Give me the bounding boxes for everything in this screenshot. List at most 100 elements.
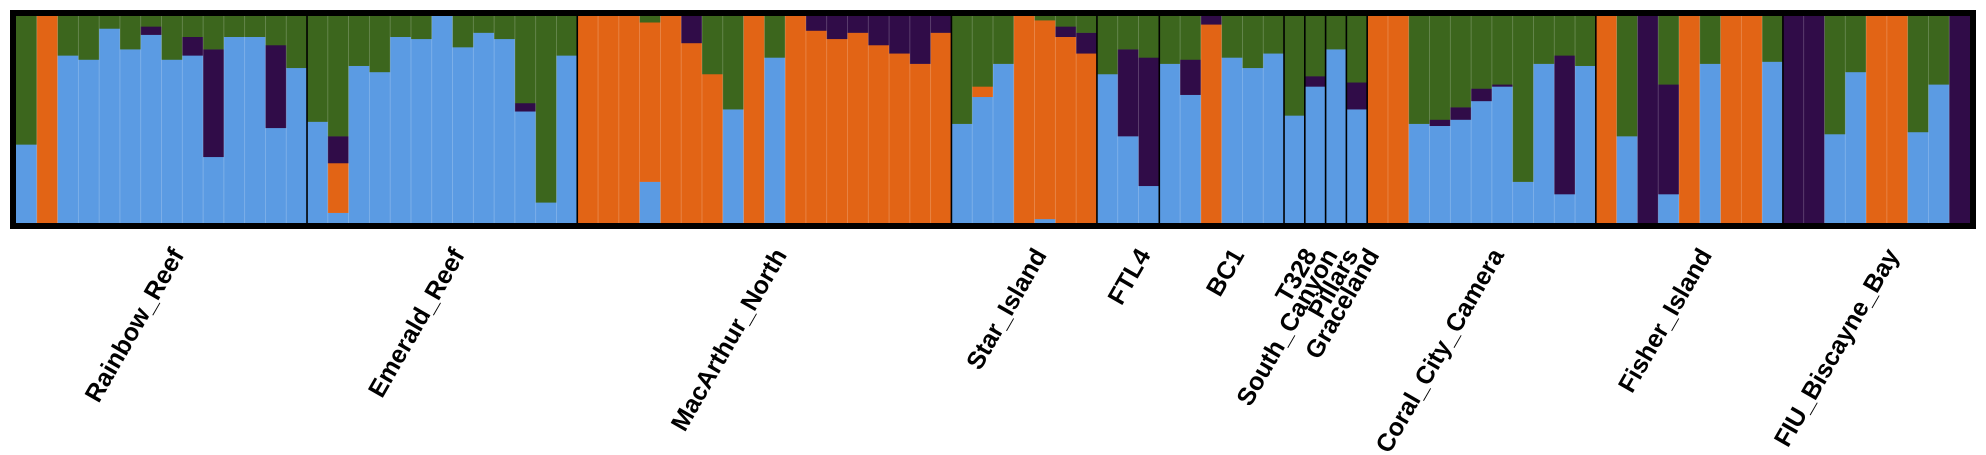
bar-segment-emerald_reef-1-cluster-1 <box>307 121 329 224</box>
bar-segment-fiu_biscayne_bay-2-cluster-3 <box>1803 16 1825 224</box>
bar-segment-bc1-4-cluster-1 <box>1221 57 1243 224</box>
bar-segment-fisher_island-9-cluster-1 <box>1762 61 1784 224</box>
population-separators <box>306 16 1784 223</box>
bar-segment-rainbow_reef-12-cluster-4 <box>244 16 266 37</box>
bar-segment-fisher_island-1-cluster-2 <box>1595 16 1617 224</box>
bar-segment-rainbow_reef-3-cluster-1 <box>57 55 79 224</box>
population-label-fisher_island: Fisher_Island <box>1613 244 1718 398</box>
bar-segment-star_island-6-cluster-4 <box>1055 16 1077 27</box>
bar-area <box>16 16 1971 224</box>
bar-segment-emerald_reef-13-cluster-1 <box>556 55 578 224</box>
bar-segment-macarthur_north-17-cluster-3 <box>909 16 931 64</box>
bar-segment-ftl4-3-cluster-1 <box>1138 185 1160 224</box>
bar-segment-ftl4-1-cluster-4 <box>1096 16 1119 75</box>
bar-segment-macarthur_north-1-cluster-2 <box>577 16 599 224</box>
bar-segment-coral_city_camera-10-cluster-4 <box>1554 16 1576 56</box>
bar-segment-star_island-1-cluster-4 <box>951 16 973 124</box>
bar-segment-rainbow_reef-5-cluster-1 <box>99 28 121 224</box>
bar-segment-graceland-1-cluster-4 <box>1346 16 1368 83</box>
bar-segment-coral_city_camera-11-cluster-4 <box>1575 16 1597 66</box>
bar-segment-macarthur_north-18-cluster-3 <box>930 16 952 33</box>
bar-segment-rainbow_reef-6-cluster-1 <box>119 49 142 224</box>
bar-segment-coral_city_camera-4-cluster-1 <box>1429 125 1451 224</box>
bar-segment-star_island-6-cluster-2 <box>1055 36 1077 224</box>
bar-segment-fiu_biscayne_bay-3-cluster-1 <box>1824 133 1846 224</box>
bar-segment-bc1-1-cluster-4 <box>1159 16 1181 64</box>
bar-segment-macarthur_north-13-cluster-2 <box>826 38 848 224</box>
bar-segment-macarthur_north-14-cluster-3 <box>847 16 869 33</box>
bar-segment-macarthur_north-12-cluster-2 <box>805 30 828 224</box>
bar-segment-fiu_biscayne_bay-4-cluster-4 <box>1845 16 1867 73</box>
bar-segment-rainbow_reef-1-cluster-4 <box>16 16 38 145</box>
bar-segment-rainbow_reef-7-cluster-1 <box>140 34 162 224</box>
bar-segment-star_island-1-cluster-1 <box>951 123 973 224</box>
bar-segment-ftl4-1-cluster-1 <box>1096 73 1119 224</box>
bar-segment-emerald_reef-12-cluster-1 <box>535 202 557 224</box>
bar-segment-ftl4-2-cluster-4 <box>1117 16 1139 50</box>
bar-segment-rainbow_reef-11-cluster-1 <box>223 36 246 224</box>
bar-segment-bc1-2-cluster-3 <box>1180 59 1202 95</box>
bar-segment-emerald_reef-5-cluster-4 <box>390 16 412 37</box>
bar-segment-rainbow_reef-13-cluster-3 <box>265 44 287 129</box>
bar-segment-ftl4-2-cluster-1 <box>1117 136 1139 224</box>
bar-segment-rainbow_reef-1-cluster-1 <box>16 144 38 224</box>
bar-segment-macarthur_north-8-cluster-4 <box>722 16 744 110</box>
bar-segment-coral_city_camera-4-cluster-3 <box>1429 119 1451 127</box>
bar-segment-rainbow_reef-11-cluster-4 <box>223 16 246 37</box>
bar-segment-graceland-1-cluster-1 <box>1346 109 1368 224</box>
bar-segment-fiu_biscayne_bay-7-cluster-1 <box>1907 131 1929 224</box>
bar-segment-emerald_reef-11-cluster-4 <box>514 16 537 104</box>
bar-segment-coral_city_camera-3-cluster-4 <box>1408 16 1430 124</box>
bar-segment-pillars-1-cluster-1 <box>1325 49 1347 224</box>
bar-segment-star_island-3-cluster-4 <box>993 16 1015 64</box>
bar-segment-star_island-2-cluster-4 <box>972 16 994 87</box>
plot-frame <box>10 10 1976 229</box>
bar-segment-fiu_biscayne_bay-1-cluster-3 <box>1782 16 1805 224</box>
bar-segment-rainbow_reef-9-cluster-1 <box>182 55 204 224</box>
bar-segment-ftl4-2-cluster-3 <box>1117 49 1139 137</box>
bar-segment-emerald_reef-10-cluster-4 <box>494 16 516 40</box>
bar-segment-coral_city_camera-4-cluster-4 <box>1429 16 1451 120</box>
bar-segment-fisher_island-3-cluster-3 <box>1637 16 1659 224</box>
bar-segment-star_island-7-cluster-2 <box>1076 53 1098 224</box>
bar-segment-south_canyon-1-cluster-1 <box>1304 86 1326 224</box>
bar-segment-fiu_biscayne_bay-6-cluster-2 <box>1886 16 1908 224</box>
bar-segment-emerald_reef-2-cluster-1 <box>327 212 349 224</box>
bar-segment-fisher_island-4-cluster-3 <box>1658 84 1680 195</box>
bar-segment-emerald_reef-12-cluster-4 <box>535 16 557 203</box>
bar-segment-graceland-1-cluster-3 <box>1346 82 1368 110</box>
bar-segment-coral_city_camera-9-cluster-4 <box>1533 16 1555 64</box>
bar-segment-south_canyon-1-cluster-4 <box>1304 16 1326 77</box>
bar-segment-star_island-7-cluster-4 <box>1076 16 1098 33</box>
bar-segment-rainbow_reef-4-cluster-4 <box>78 16 100 60</box>
bar-segment-emerald_reef-1-cluster-4 <box>307 16 329 122</box>
bar-segment-coral_city_camera-7-cluster-1 <box>1491 86 1514 224</box>
bar-segment-coral_city_camera-8-cluster-1 <box>1512 181 1534 224</box>
bar-segment-ftl4-3-cluster-4 <box>1138 16 1160 58</box>
bar-segment-emerald_reef-8-cluster-4 <box>452 16 474 48</box>
bar-segment-rainbow_reef-5-cluster-4 <box>99 16 121 29</box>
bar-segment-coral_city_camera-5-cluster-4 <box>1450 16 1472 108</box>
bar-segment-macarthur_north-6-cluster-3 <box>681 16 703 44</box>
bar-segment-bc1-3-cluster-3 <box>1200 16 1223 25</box>
bar-segment-macarthur_north-4-cluster-4 <box>639 16 661 23</box>
population-label-rainbow_reef: Rainbow_Reef <box>80 243 191 407</box>
population-label-fiu_biscayne_bay: FIU_Biscayne_Bay <box>1769 244 1905 452</box>
bar-segment-fiu_biscayne_bay-9-cluster-3 <box>1949 16 1971 224</box>
population-label-macarthur_north: MacArthur_North <box>666 244 793 436</box>
bar-segment-star_island-5-cluster-1 <box>1034 218 1056 224</box>
bar-segment-fiu_biscayne_bay-8-cluster-4 <box>1928 16 1950 85</box>
bar-segment-coral_city_camera-6-cluster-3 <box>1471 88 1493 102</box>
bar-segment-macarthur_north-15-cluster-3 <box>868 16 890 46</box>
bar-segment-star_island-6-cluster-3 <box>1055 26 1077 37</box>
bar-segment-bc1-6-cluster-4 <box>1263 16 1285 54</box>
bar-segment-pillars-1-cluster-4 <box>1325 16 1347 50</box>
bar-segment-rainbow_reef-10-cluster-3 <box>203 49 225 158</box>
bar-segment-macarthur_north-2-cluster-2 <box>598 16 620 224</box>
bar-segment-south_canyon-1-cluster-3 <box>1304 76 1326 87</box>
bar-segment-t328-1-cluster-4 <box>1284 16 1306 116</box>
bar-segment-macarthur_north-16-cluster-2 <box>889 53 911 224</box>
bar-segment-emerald_reef-2-cluster-2 <box>327 162 349 213</box>
bar-segment-emerald_reef-3-cluster-1 <box>348 65 370 224</box>
